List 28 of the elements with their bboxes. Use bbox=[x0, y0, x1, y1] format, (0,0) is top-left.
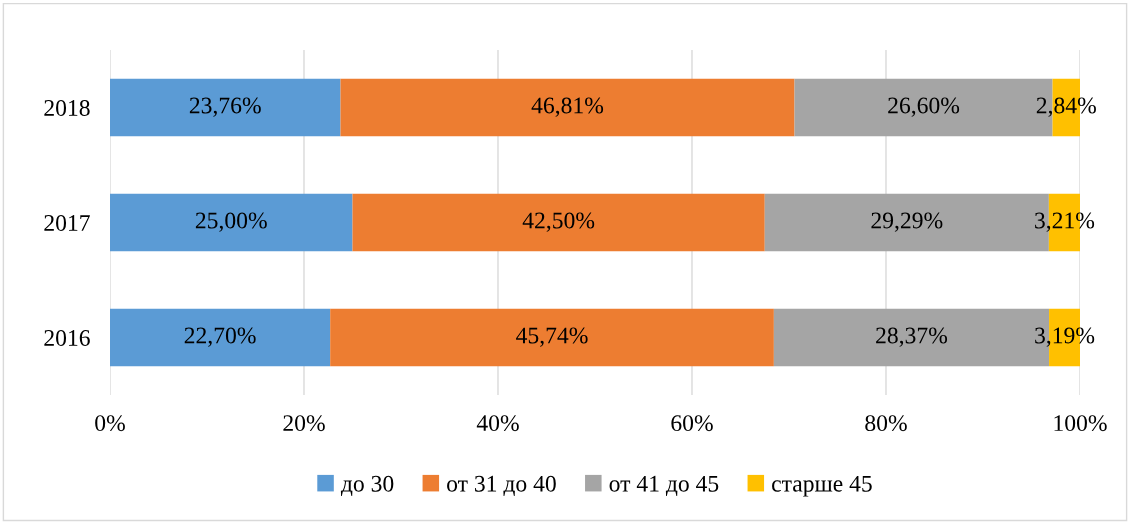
x-tick-label: 100% bbox=[1054, 415, 1107, 432]
y-tick-label: 2018 bbox=[44, 99, 90, 116]
x-tick-label: 60% bbox=[671, 415, 713, 432]
bar bbox=[330, 308, 774, 367]
data-label: 45,74% bbox=[516, 327, 588, 347]
data-label: 42,50% bbox=[522, 212, 595, 232]
legend-label: до 30 bbox=[340, 475, 394, 496]
legend-label: от 41 до 45 bbox=[609, 475, 719, 496]
data-label: 28,37% bbox=[876, 327, 948, 347]
x-tick-label: 20% bbox=[283, 415, 325, 432]
data-label: 29,29% bbox=[871, 212, 943, 232]
bar bbox=[352, 193, 765, 252]
data-label: 22,70% bbox=[184, 327, 256, 347]
x-tick-label: 0% bbox=[95, 415, 125, 432]
data-label: 23,76% bbox=[189, 97, 261, 117]
x-tick-label: 40% bbox=[476, 415, 519, 432]
y-tick-label: 2017 bbox=[44, 214, 90, 231]
data-label: 25,00% bbox=[195, 212, 267, 232]
x-tick-label: 80% bbox=[865, 415, 907, 432]
data-label: 46,81% bbox=[531, 97, 604, 117]
bar bbox=[110, 78, 341, 137]
legend-label: старше 45 bbox=[772, 475, 872, 497]
y-tick-label: 2016 bbox=[44, 329, 90, 346]
bar bbox=[340, 78, 795, 137]
data-label: 26,60% bbox=[888, 97, 960, 117]
bar bbox=[110, 193, 353, 252]
legend-label: от 31 до 40 bbox=[447, 475, 556, 496]
bar bbox=[110, 308, 331, 367]
